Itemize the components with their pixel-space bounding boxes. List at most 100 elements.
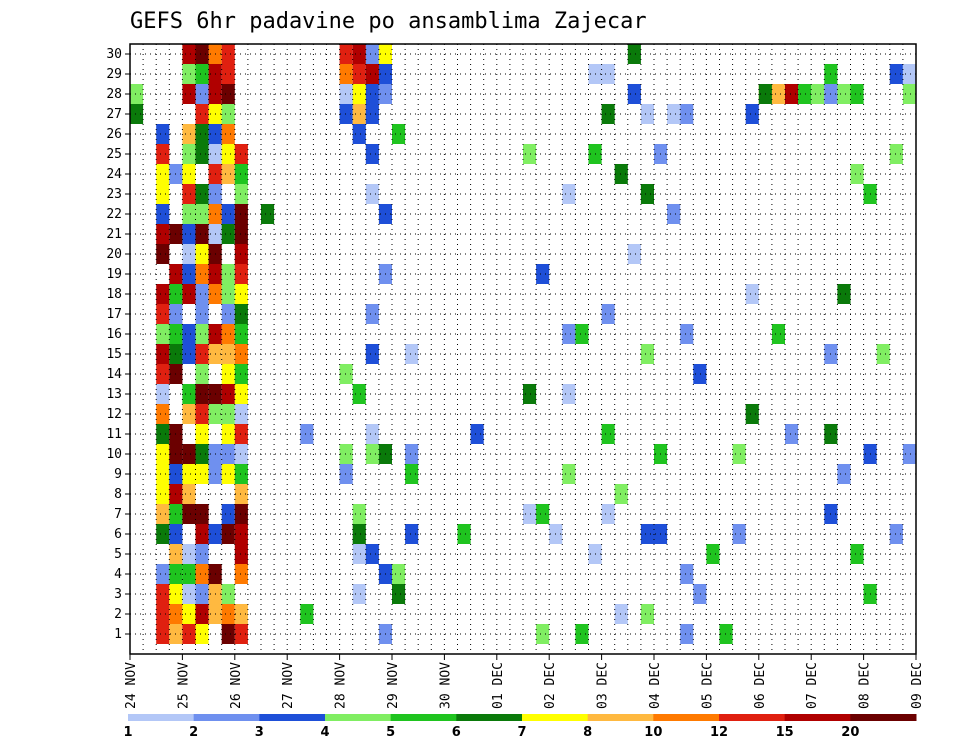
heatmap-cell [221, 324, 235, 344]
heatmap-cell [365, 344, 379, 364]
heatmap-cell [352, 104, 366, 124]
heatmap-cell [195, 124, 209, 144]
heatmap-cell [732, 524, 746, 544]
y-tick-label: 18 [106, 287, 122, 302]
heatmap-cell [221, 104, 235, 124]
y-tick-label: 23 [106, 187, 122, 202]
heatmap-cell [182, 384, 196, 404]
heatmap-cell [745, 104, 759, 124]
y-tick-label: 7 [114, 507, 122, 522]
heatmap-cell [889, 524, 903, 544]
heatmap-cell [195, 244, 209, 264]
x-tick-label: 27 NOV [281, 662, 296, 709]
heatmap-cell [902, 84, 916, 104]
heatmap-cell [365, 84, 379, 104]
colorbar-label: 2 [189, 725, 198, 740]
y-tick-label: 15 [106, 347, 122, 362]
heatmap-cell [601, 504, 615, 524]
colorbar-segment [193, 714, 260, 721]
y-axis: 1234567891011121314151617181920212223242… [106, 47, 130, 642]
heatmap-cell [392, 584, 406, 604]
heatmap-cell [339, 84, 353, 104]
heatmap-cell [130, 84, 144, 104]
heatmap-cell [365, 424, 379, 444]
heatmap-cell [221, 444, 235, 464]
colorbar-label: 3 [255, 725, 264, 740]
x-tick-label: 05 DEC [700, 662, 715, 709]
heatmap-cell [195, 144, 209, 164]
x-tick-label: 09 DEC [910, 662, 925, 709]
heatmap-cell [234, 264, 248, 284]
heatmap-cell [876, 344, 890, 364]
heatmap-cell [182, 84, 196, 104]
heatmap-cell [221, 584, 235, 604]
heatmap-cell [156, 564, 170, 584]
colorbar-segment [259, 714, 326, 721]
heatmap-cell [850, 544, 864, 564]
heatmap-cell [234, 604, 248, 624]
heatmap-cell [195, 224, 209, 244]
heatmap-cell [195, 284, 209, 304]
heatmap-cell [680, 624, 694, 644]
heatmap-cell [182, 64, 196, 84]
heatmap-cell [182, 404, 196, 424]
heatmap-cell [234, 504, 248, 524]
colorbar-segment [653, 714, 720, 721]
heatmap-cell [234, 244, 248, 264]
heatmap-cell [182, 204, 196, 224]
heatmap-cell [640, 604, 654, 624]
heatmap-cell [523, 144, 537, 164]
heatmap-cell [221, 284, 235, 304]
y-tick-label: 22 [106, 207, 122, 222]
heatmap-cell [182, 144, 196, 164]
heatmap-cell [195, 624, 209, 644]
y-tick-label: 12 [106, 407, 122, 422]
heatmap-cell [234, 324, 248, 344]
heatmap-cell [221, 84, 235, 104]
heatmap-cell [392, 124, 406, 144]
heatmap-cell [889, 64, 903, 84]
heatmap-cell [234, 224, 248, 244]
heatmap-cell [575, 624, 589, 644]
heatmap-cell [195, 84, 209, 104]
heatmap-cell [352, 524, 366, 544]
heatmap-cell [601, 304, 615, 324]
heatmap-cell [234, 164, 248, 184]
colorbar-segment [784, 714, 851, 721]
heatmap-cell [221, 224, 235, 244]
heatmap-cell [365, 144, 379, 164]
heatmap-cell [182, 264, 196, 284]
heatmap-cell [352, 544, 366, 564]
heatmap-cell [182, 504, 196, 524]
colorbar-label: 15 [776, 725, 794, 740]
heatmap-cell [156, 144, 170, 164]
heatmap-cell [352, 384, 366, 404]
heatmap-cell [221, 464, 235, 484]
heatmap-cell [902, 444, 916, 464]
heatmap-cell [365, 544, 379, 564]
heatmap-cell [156, 404, 170, 424]
heatmap-cell [680, 324, 694, 344]
heatmap-cell [405, 444, 419, 464]
colorbar-segment [390, 714, 457, 721]
heatmap-cell [536, 264, 550, 284]
heatmap-cell [798, 84, 812, 104]
heatmap-cell [195, 544, 209, 564]
heatmap-cell [339, 104, 353, 124]
heatmap-cell [850, 84, 864, 104]
heatmap-cell [182, 484, 196, 504]
heatmap-cell [234, 364, 248, 384]
heatmap-cell [195, 464, 209, 484]
heatmap-cell [405, 344, 419, 364]
heatmap-cell [195, 104, 209, 124]
y-tick-label: 3 [114, 587, 122, 602]
heatmap-cell [156, 624, 170, 644]
colorbar-segment [587, 714, 654, 721]
x-tick-label: 25 NOV [176, 662, 191, 709]
heatmap-cell [339, 64, 353, 84]
heatmap-cell [627, 44, 641, 64]
heatmap-cell [732, 444, 746, 464]
heatmap-cell [182, 184, 196, 204]
x-tick-label: 30 NOV [438, 662, 453, 709]
colorbar-label: 4 [320, 725, 329, 740]
